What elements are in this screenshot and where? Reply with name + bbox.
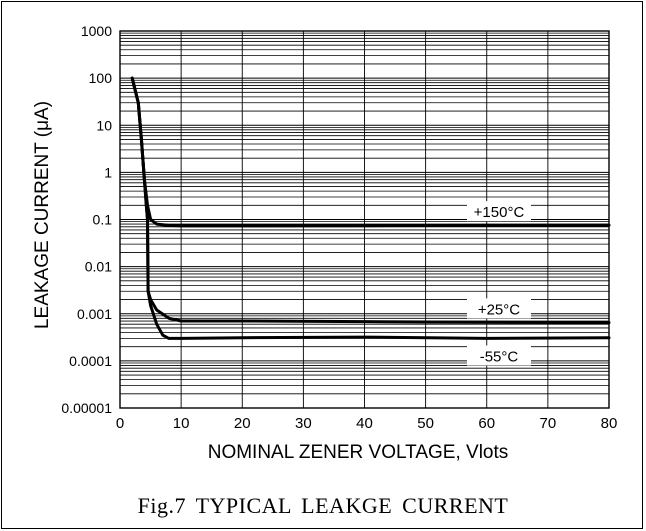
x-tick-label: 50 bbox=[417, 415, 434, 432]
plot-border bbox=[119, 30, 610, 409]
x-tick-label: 60 bbox=[478, 415, 495, 432]
y-tick-label: 100 bbox=[89, 70, 113, 86]
series-line bbox=[130, 76, 611, 228]
annotation-background bbox=[466, 201, 531, 222]
y-tick-label: 0.001 bbox=[77, 306, 112, 322]
x-axis-label: NOMINAL ZENER VOLTAGE, Vlots bbox=[208, 442, 509, 463]
x-tick-label: 30 bbox=[295, 415, 312, 432]
series-annotation: -55°C bbox=[480, 349, 519, 366]
series-lines bbox=[130, 76, 611, 340]
annotation-background bbox=[466, 298, 531, 319]
y-axis-label: LEAKAGE CURRENT (μA) bbox=[32, 101, 53, 329]
tick-labels: 0 10 20 30 40 50 60 70 80 0.00001 0.0001 0.001 0.01 0… bbox=[61, 23, 617, 432]
y-tick-label: 0.1 bbox=[93, 212, 113, 228]
x-tick-label: 40 bbox=[356, 415, 373, 432]
series-annotation: +25°C bbox=[478, 301, 520, 318]
y-tick-label: 0.01 bbox=[85, 259, 112, 275]
y-tick-label: 10 bbox=[96, 117, 112, 133]
series-line bbox=[130, 76, 611, 340]
figure-caption: Fig.7 TYPICAL LEAKGE CURRENT bbox=[137, 493, 509, 518]
grid bbox=[119, 30, 610, 409]
series-line bbox=[130, 76, 611, 325]
y-tick-label: 0.0001 bbox=[69, 353, 112, 369]
y-tick-label: 0.00001 bbox=[61, 400, 112, 416]
x-tick-label: 80 bbox=[601, 415, 618, 432]
x-tick-label: 10 bbox=[173, 415, 190, 432]
y-tick-label: 1000 bbox=[81, 23, 112, 39]
annotation-background bbox=[466, 345, 531, 366]
x-tick-label: 0 bbox=[116, 415, 124, 432]
series-annotation: +150°C bbox=[474, 204, 525, 221]
annotations: +150°C +25°C -55°C bbox=[466, 201, 531, 366]
x-tick-label: 20 bbox=[234, 415, 251, 432]
x-tick-label: 70 bbox=[540, 415, 557, 432]
y-tick-label: 1 bbox=[104, 164, 112, 180]
